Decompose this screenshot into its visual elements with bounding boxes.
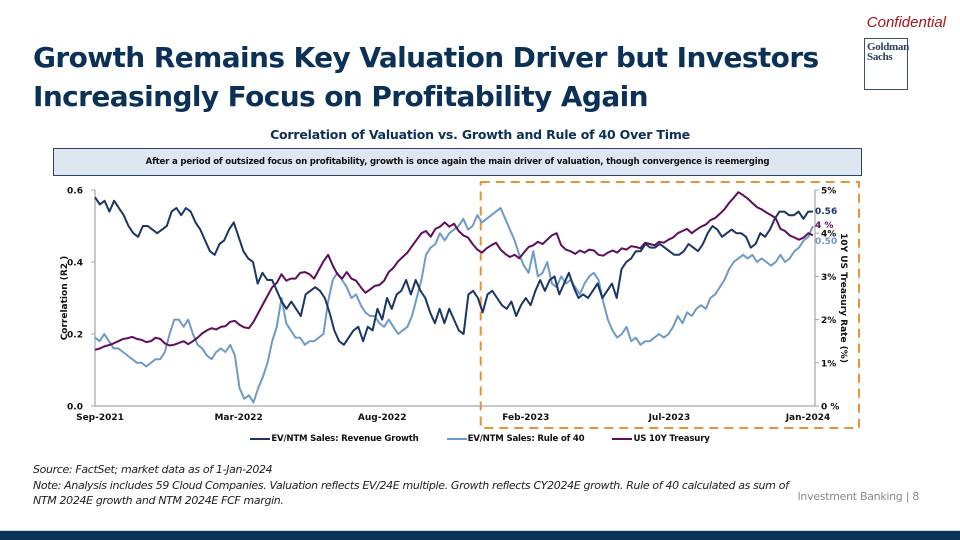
goldman-sachs-logo: Goldman Sachs xyxy=(864,38,909,90)
legend-swatch-rule-of-40 xyxy=(446,437,467,441)
series-us-10y-treasury xyxy=(94,191,814,351)
confidential-label: Confidential xyxy=(866,14,946,31)
page-title: Growth Remains Key Valuation Driver but … xyxy=(33,41,819,113)
series-end-label: 0.50 xyxy=(815,237,837,247)
logo-line-1: Goldman xyxy=(867,41,909,53)
right-axis-tick-label: 0 % xyxy=(821,403,839,413)
x-axis-tick-label: Aug-2022 xyxy=(358,413,407,423)
footer-bar xyxy=(0,531,960,540)
banner-text: After a period of outsized focus on prof… xyxy=(145,157,770,167)
left-axis-tick-label: 0.6 xyxy=(67,187,83,197)
chart-axes xyxy=(91,189,819,407)
left-axis-tick-label: 0.2 xyxy=(67,331,83,341)
legend-label: US 10Y Treasury xyxy=(633,434,710,444)
footnotes: Source: FactSet; market data as of 1-Jan… xyxy=(33,462,789,509)
source-note: Source: FactSet; market data as of 1-Jan… xyxy=(33,463,273,476)
legend-swatch-treasury xyxy=(612,437,633,441)
chart-legend: EV/NTM Sales: Revenue Growth EV/NTM Sale… xyxy=(0,434,960,444)
right-axis-title: 10Y US Treasury Rate (%) xyxy=(838,233,848,363)
series-end-label: 4 % xyxy=(815,221,833,231)
right-axis-tick-label: 5% xyxy=(821,187,836,197)
right-axis-tick-label: 1% xyxy=(821,359,836,369)
footer-divider xyxy=(0,530,960,531)
series-end-label: 0.56 xyxy=(815,207,837,217)
right-axis-tick-label: 3% xyxy=(821,273,836,283)
x-axis-tick-label: Jul-2023 xyxy=(648,413,691,423)
correlation-chart: 0.0 0.2 0.4 0.6 0 % 1% 2% 3% 4% 5% Sep-2021 Mar-202… xyxy=(60,181,860,429)
highlight-box xyxy=(479,181,860,429)
legend-item-revenue-growth: EV/NTM Sales: Revenue Growth xyxy=(250,434,419,444)
key-takeaway-banner: After a period of outsized focus on prof… xyxy=(53,148,862,176)
series-revenue-growth xyxy=(94,196,813,346)
legend-label: EV/NTM Sales: Rule of 40 xyxy=(467,434,585,444)
left-axis-tick-label: 0.4 xyxy=(67,259,83,269)
left-axis-title: Correlation (R2 ) xyxy=(60,256,70,341)
chart-title: Correlation of Valuation vs. Growth and … xyxy=(270,127,690,142)
legend-swatch-revenue-growth xyxy=(250,437,271,441)
left-axis-tick-label: 0.0 xyxy=(67,403,83,413)
legend-item-rule-of-40: EV/NTM Sales: Rule of 40 xyxy=(446,434,585,444)
chart-labels: 0.0 0.2 0.4 0.6 0 % 1% 2% 3% 4% 5% Sep-2021 Mar-202… xyxy=(60,187,848,424)
chart-series xyxy=(94,191,814,404)
series-rule-of-40 xyxy=(94,207,814,404)
analysis-note-line-2: NTM 2024E growth and NTM 2024E FCF margi… xyxy=(33,494,284,507)
legend-label: EV/NTM Sales: Revenue Growth xyxy=(271,434,419,444)
page-number-label: Investment Banking | 8 xyxy=(797,490,919,503)
x-axis-tick-label: Sep-2021 xyxy=(76,413,124,423)
x-axis-tick-label: Jan-2024 xyxy=(785,413,831,423)
analysis-note-line-1: Note: Analysis includes 59 Cloud Compani… xyxy=(33,478,789,492)
right-axis-tick-label: 2% xyxy=(821,316,836,326)
logo-line-2: Sachs xyxy=(867,51,893,63)
x-axis-tick-label: Feb-2023 xyxy=(502,413,549,423)
legend-item-treasury: US 10Y Treasury xyxy=(612,434,710,444)
x-axis-tick-label: Mar-2022 xyxy=(214,413,262,423)
highlight-region xyxy=(479,181,860,429)
right-axis-tick-label: 4% xyxy=(821,230,836,240)
